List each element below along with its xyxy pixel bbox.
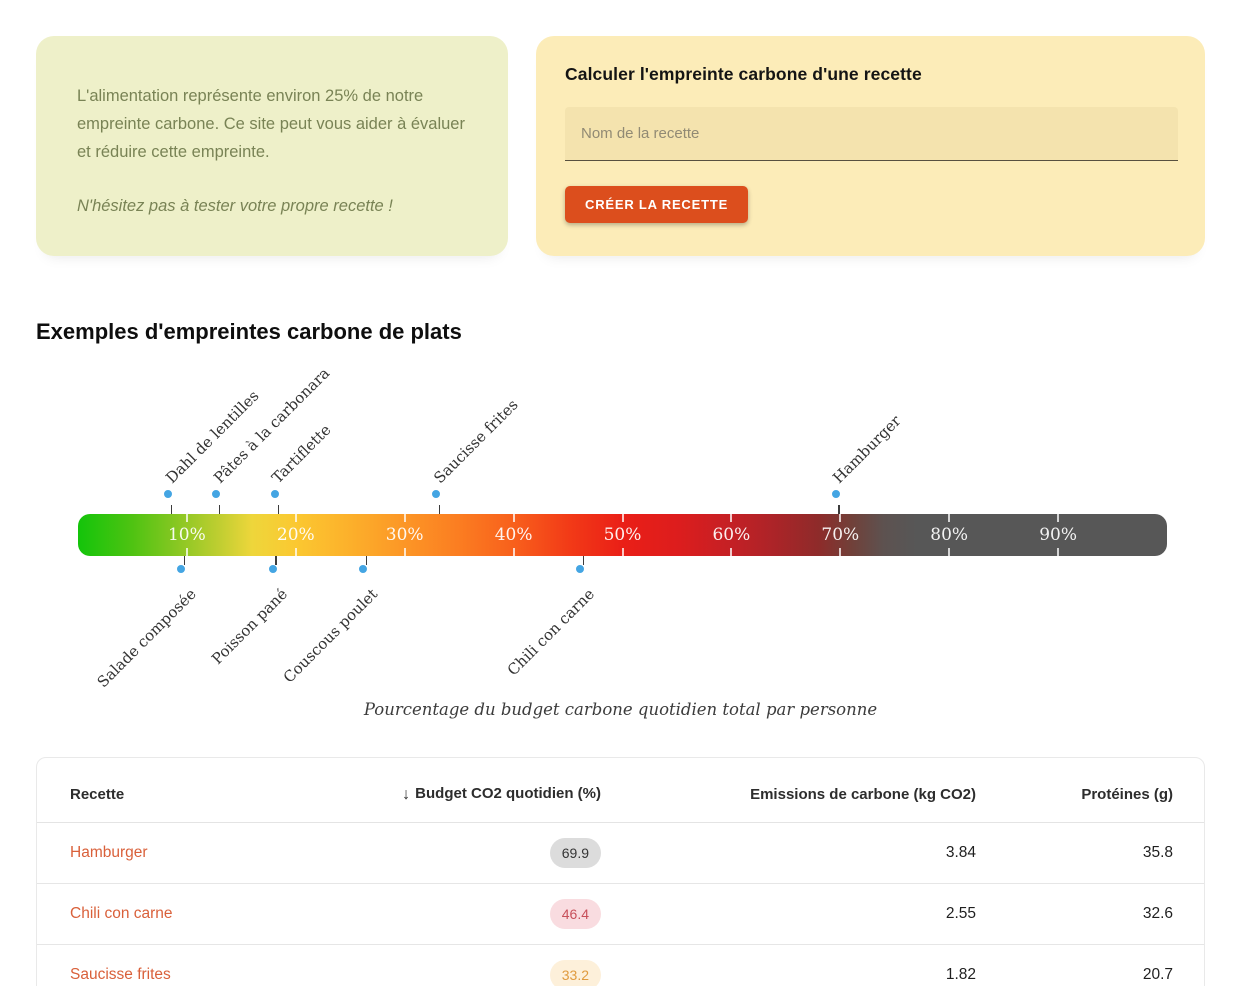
emissions-value: 3.84 (601, 822, 976, 884)
carbon-scale-chart: 10% 20% 30% 40% 50% 60% 70% 80% 90% Dahl de lenti… (36, 363, 1205, 691)
recipe-link[interactable]: Hamburger (70, 844, 148, 861)
salade-compose-e-marker-stem (183, 556, 186, 565)
axis-tick (621, 548, 624, 556)
axis-tick-label: 40% (494, 525, 533, 545)
dahl-de-lentilles-marker-stem (170, 505, 173, 514)
table-row: Saucisse frites 33.2 1.82 20.7 (37, 944, 1204, 986)
axis-tick-label: 70% (821, 525, 860, 545)
poisson-pane-marker-stem (275, 556, 277, 565)
couscous-poulet-marker-stem (365, 556, 368, 565)
tartiflette-marker-pin (270, 489, 279, 498)
intro-row: L'alimentation représente environ 25% de… (36, 36, 1205, 256)
section-title: Exemples d'empreintes carbone de plats (36, 319, 462, 344)
main-content: L'alimentation représente environ 25% de… (36, 36, 1205, 345)
tartiflette-marker-stem (277, 505, 280, 514)
recipes-table-body: Hamburger 69.9 3.84 35.8 Chili con carne… (37, 822, 1204, 986)
axis-tick (512, 514, 515, 522)
emissions-value: 2.55 (601, 883, 976, 945)
chili-con-carne-marker-label: Chili con carne (503, 585, 599, 680)
recipe-link[interactable]: Saucisse frites (70, 966, 171, 983)
proteins-value: 35.8 (976, 822, 1204, 884)
poisson-pane-marker-pin (268, 565, 277, 573)
col-header-recette[interactable]: Recette (37, 758, 367, 823)
dahl-de-lentilles-marker-pin (164, 489, 173, 498)
couscous-poulet-marker-label: Couscous poulet (279, 585, 382, 687)
axis-tick (403, 548, 406, 556)
axis-tick-label: 30% (385, 525, 424, 545)
saucisse-frites-marker-label: Saucisse frites (429, 395, 522, 487)
info-note: N'hésitez pas à tester votre propre rece… (77, 197, 393, 215)
axis-tick-label: 60% (712, 525, 751, 545)
couscous-poulet-marker-pin (359, 565, 368, 573)
sort-desc-icon: ↓ (402, 786, 411, 803)
axis-tick (621, 514, 624, 522)
saucisse-frites-marker-pin (432, 489, 441, 498)
proteins-value: 32.6 (976, 883, 1204, 945)
axis-tick (512, 548, 515, 556)
col-header-budget-label: Budget CO2 quotidien (%) (415, 785, 601, 802)
info-paragraph: L'alimentation représente environ 25% de… (77, 87, 465, 161)
axis-tick-label: 80% (930, 525, 969, 545)
page: { "info_card": { "paragraph": "L'aliment… (0, 36, 1247, 986)
salade-compose-e-marker-label: Salade composée (93, 585, 200, 692)
create-recipe-title: Calculer l'empreinte carbone d'une recet… (565, 64, 922, 84)
axis-tick (948, 548, 951, 556)
info-card: L'alimentation représente environ 25% de… (36, 36, 508, 256)
saucisse-frites-marker-stem (438, 505, 441, 514)
col-header-budget[interactable]: ↓ Budget CO2 quotidien (%) (367, 758, 601, 823)
col-header-emissions[interactable]: Emissions de carbone (kg CO2) (601, 758, 976, 823)
axis-tick (1057, 514, 1060, 522)
axis-tick-label: 10% (167, 525, 206, 545)
col-header-proteines[interactable]: Protéines (g) (976, 758, 1204, 823)
hamburger-marker-label: Hamburger (829, 411, 905, 487)
budget-badge: 69.9 (549, 838, 601, 868)
pa-tes-a-la-carbonara-marker-pin (212, 489, 221, 498)
axis-tick (839, 548, 842, 556)
axis-tick (730, 548, 733, 556)
axis-tick (185, 514, 188, 522)
axis-tick (730, 514, 733, 522)
budget-badge: 33.2 (549, 960, 601, 986)
create-recipe-button[interactable]: CRÉER LA RECETTE (565, 186, 749, 223)
proteins-value: 20.7 (976, 944, 1204, 986)
salade-compose-e-marker-pin (177, 565, 186, 573)
budget-badge: 46.4 (549, 899, 601, 929)
axis-tick (948, 514, 951, 522)
poisson-pane-marker-label: Poisson pané (207, 585, 291, 668)
axis-tick (403, 514, 406, 522)
chili-con-carne-marker-stem (582, 556, 585, 565)
axis-tick (294, 548, 297, 556)
axis-tick (294, 514, 297, 522)
table-header-row: Recette ↓ Budget CO2 quotidien (%) Emissi… (37, 758, 1204, 823)
hamburger-marker-stem (838, 505, 840, 514)
axis-tick (839, 514, 842, 522)
create-recipe-card: Calculer l'empreinte carbone d'une recet… (536, 36, 1205, 256)
recipe-link[interactable]: Chili con carne (70, 905, 173, 922)
chili-con-carne-marker-pin (575, 565, 584, 573)
chart-caption: Pourcentage du budget carbone quotidien … (363, 700, 878, 719)
axis-tick-label: 90% (1039, 525, 1077, 545)
table-row: Chili con carne 46.4 2.55 32.6 (37, 883, 1204, 945)
pa-tes-a-la-carbonara-marker-stem (218, 505, 221, 514)
axis-tick-label: 20% (276, 525, 315, 545)
recipes-table-card: Recette ↓ Budget CO2 quotidien (%) Emissi… (36, 757, 1205, 986)
recipe-name-input[interactable] (565, 107, 1178, 161)
table-row: Hamburger 69.9 3.84 35.8 (37, 822, 1204, 884)
axis-tick (1057, 548, 1060, 556)
axis-tick (185, 548, 188, 556)
hamburger-marker-pin (831, 489, 840, 498)
emissions-value: 1.82 (601, 944, 976, 986)
axis-tick-label: 50% (603, 525, 642, 545)
recipes-table: Recette ↓ Budget CO2 quotidien (%) Emissi… (37, 758, 1204, 986)
